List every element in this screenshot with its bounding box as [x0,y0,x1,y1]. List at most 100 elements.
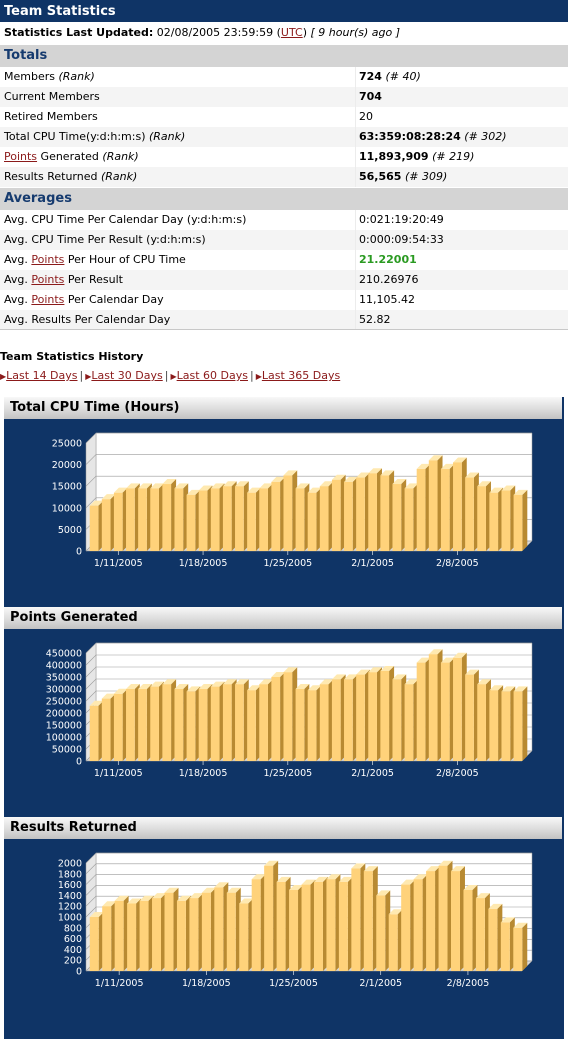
bar-top [513,686,528,692]
bar-top [174,684,189,689]
bar [368,473,377,551]
bar [356,674,365,761]
avg-cpu-day-value: 0:021:19:20:49 [359,213,444,226]
bar [513,691,523,761]
bar-top [113,688,128,694]
bar [89,917,99,971]
bar [176,900,186,971]
bar [150,488,159,551]
y-tick-label: 1800 [58,869,82,880]
link-last-60-days[interactable]: Last 60 Days [176,369,248,382]
bar-top [416,657,431,663]
gridline [85,852,532,864]
avg-ppr-points-link[interactable]: Points [31,273,65,286]
bar-top [489,685,504,691]
bar [351,868,361,971]
bar-top [271,672,286,677]
y-tick-label: 0 [76,967,82,978]
bar [416,468,426,551]
bar-top [127,898,142,904]
points-rank-label: (Rank) [102,150,139,163]
bar-top [176,895,191,901]
y-tick-label: 25000 [52,439,82,450]
bar-top [235,679,249,685]
avg-ppd-points-link[interactable]: Points [31,293,65,306]
bar [102,906,112,971]
bar [368,672,377,761]
last-updated-label: Statistics Last Updated: [4,26,154,39]
bar [186,691,196,761]
bar-top [380,470,395,476]
link-last-30-days[interactable]: Last 30 Days [91,369,163,382]
bar-top [453,652,467,658]
current-members-value: 704 [359,90,382,103]
bar [501,490,511,551]
chart-points-generated: 0500001000001500002000002500003000003500… [46,642,533,779]
link-last-14-days[interactable]: Last 14 Days [6,369,78,382]
bar [89,505,99,551]
bar [174,689,184,761]
bar [513,494,523,551]
bar [301,884,311,971]
bar [331,679,341,761]
bar [451,871,460,971]
bar-top [226,887,241,893]
row-members: Members (Rank) 724 (# 40) [0,67,568,87]
bar-top [416,463,431,469]
avg-cpu-result-label: Avg. CPU Time Per Result (y:d:h:m:s) [4,233,206,246]
bar-top [198,485,213,491]
bar [307,492,317,551]
bar-top [513,489,528,495]
bar [438,865,448,971]
y-tick-label: 1200 [58,902,82,913]
arrow-icon: ▶ [255,372,262,381]
y-tick-label: 1400 [58,891,82,902]
chart-cpu-time: 0 5000 10000 15000 20000 25000 1/11/2005 1/18/2… [52,432,533,569]
totals-heading: Totals [0,45,568,67]
row-avg-points-per-result: Avg. Points Per Result 210.26976 [0,270,568,290]
bar [138,689,147,761]
x-tick-label: 1/25/2005 [269,978,318,989]
bar-top [89,912,104,917]
bar-top [174,483,189,489]
avg-pph-suffix: Per Hour of CPU Time [67,253,186,266]
bar-top [301,879,316,885]
bar-top [319,481,334,487]
results-value: 56,565 [359,170,402,183]
bar [326,879,336,971]
bar [113,492,123,551]
bar [226,892,236,971]
link-last-365-days[interactable]: Last 365 Days [261,369,341,382]
utc-link[interactable]: UTC [280,26,303,39]
bar [210,488,220,551]
arrow-icon: ▶ [0,372,7,381]
cpu-label: Total CPU Time(y:d:h:m:s) [4,130,146,143]
chart-title-cpu: Total CPU Time (Hours) [4,397,564,419]
bar-top [222,679,237,685]
bar [210,686,220,761]
bar [164,892,174,971]
bar [89,705,99,761]
avg-rpd-value: 52.82 [359,313,391,326]
avg-pph-points-link[interactable]: Points [31,253,65,266]
chart-panel-points: 0 50000 100000 150000 200000 250000 300000 3500… [4,629,564,829]
bar [214,887,224,971]
bar-top [283,667,298,673]
bar [338,881,348,971]
points-rank: (# 219) [432,150,475,163]
bar [186,494,196,551]
points-link[interactable]: Points [4,150,38,163]
x-tick-label: 1/11/2005 [95,978,144,989]
cpu-rank-label: (Rank) [149,130,186,143]
bar [283,672,293,761]
members-label: Members [4,70,55,83]
bar-top [488,903,503,909]
retired-members-label: Retired Members [4,110,98,123]
bar-top [283,470,298,476]
bar-top [186,686,201,692]
table-bottom-rule [0,329,568,330]
bar [174,488,184,551]
row-avg-cpu-result: Avg. CPU Time Per Result (y:d:h:m:s) 0:0… [0,230,568,250]
bar [150,686,159,761]
bar [477,486,486,551]
